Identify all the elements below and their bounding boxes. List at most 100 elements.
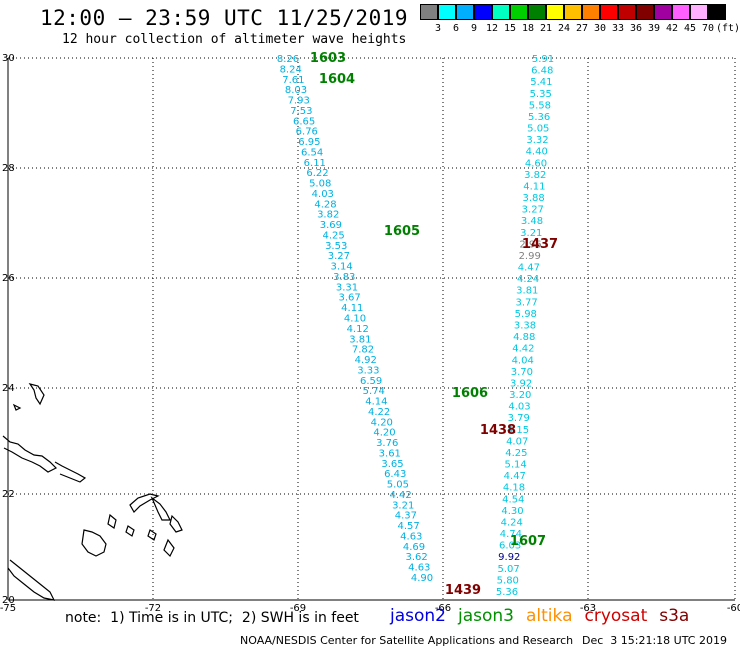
mission-legend-item: jason2 <box>390 606 446 626</box>
wave-height-value: 3.82 <box>317 210 339 221</box>
scale-swatch <box>618 4 636 20</box>
wave-height-value: 3.67 <box>338 293 360 304</box>
scale-swatch <box>420 4 438 20</box>
wave-height-value: 5.35 <box>530 89 552 100</box>
pass-number-label: 1438 <box>480 423 516 438</box>
wave-height-value: 3.48 <box>521 216 543 227</box>
scale-label: 6 <box>452 23 460 34</box>
scale-swatch <box>456 4 474 20</box>
wave-height-value: 6.03 <box>499 541 521 552</box>
scale-swatch <box>546 4 564 20</box>
pass-number-label: 1607 <box>510 534 546 549</box>
wave-height-value: 3.88 <box>522 193 544 204</box>
wave-height-value: 4.88 <box>513 332 535 343</box>
scale-label: 30 <box>593 23 607 34</box>
wave-height-value: 5.74 <box>363 386 385 397</box>
wave-height-value: 4.28 <box>314 199 336 210</box>
page-title: 12:00 – 23:59 UTC 11/25/2019 <box>40 6 409 30</box>
wave-height-value: 4.30 <box>501 506 523 517</box>
pass-number-label: 1603 <box>310 51 346 66</box>
map-frame <box>7 58 735 601</box>
wave-height-value: 3.70 <box>511 367 533 378</box>
wave-height-value: 4.47 <box>504 471 526 482</box>
wave-height-value: 3.27 <box>522 205 544 216</box>
wave-height-value: 5.05 <box>527 124 549 135</box>
wave-height-value: 4.42 <box>389 490 411 501</box>
wave-height-value: 4.25 <box>505 448 527 459</box>
wave-height-value: 4.03 <box>508 402 530 413</box>
pass-number-label: 1437 <box>522 237 558 252</box>
wave-height-value: 4.60 <box>525 158 547 169</box>
mission-legend: jason2 jason3 altika cryosat s3a <box>390 606 701 626</box>
wave-height-value: 4.37 <box>395 511 417 522</box>
wave-height-value: 5.07 <box>497 564 519 575</box>
wave-height-value: 4.42 <box>512 344 534 355</box>
wave-height-value: 4.57 <box>397 521 419 532</box>
wave-height-value: 6.54 <box>301 147 323 158</box>
longitude-label: -63 <box>580 603 596 614</box>
wave-height-value: 3.77 <box>515 297 537 308</box>
wave-height-value: 3.61 <box>379 448 401 459</box>
pass-number-label: 1439 <box>445 583 481 598</box>
axis-labels: 30 28 26 24 22 20-75 -72 -69 -66 -63 -60 <box>0 53 740 614</box>
longitude-label: -60 <box>727 603 740 614</box>
scale-swatch <box>564 4 582 20</box>
mission-legend-item: altika <box>526 606 573 626</box>
scale-label: 3 <box>434 23 442 34</box>
scale-swatch <box>510 4 528 20</box>
wave-height-value: 6.59 <box>360 376 382 387</box>
wave-height-value: 5.05 <box>387 480 409 491</box>
credit-line: NOAA/NESDIS Center for Satellite Applica… <box>240 634 574 647</box>
latitude-label: 22 <box>2 489 15 500</box>
wave-height-value: 5.58 <box>529 100 551 111</box>
coastline <box>2 383 183 601</box>
scale-label: 18 <box>521 23 535 34</box>
wave-height-value: 5.14 <box>504 460 526 471</box>
scale-swatch <box>528 4 546 20</box>
mission-legend-item: s3a <box>659 606 690 626</box>
wave-height-value: 3.81 <box>349 334 371 345</box>
scale-label: 24 <box>557 23 571 34</box>
wave-height-value: 3.21 <box>392 500 414 511</box>
scale-label: 45 <box>683 23 697 34</box>
wave-height-value: 5.36 <box>496 587 518 598</box>
wave-height-value: 6.22 <box>306 168 328 179</box>
wave-height-value: 4.63 <box>400 532 422 543</box>
scale-swatch <box>492 4 510 20</box>
longitude-label: -75 <box>0 603 16 614</box>
latitude-label: 28 <box>2 163 15 174</box>
scale-label: 42 <box>665 23 679 34</box>
wave-height-value: 9.92 <box>498 552 520 563</box>
scale-label: 21 <box>539 23 553 34</box>
wave-height-value: 7.93 <box>288 96 310 107</box>
wave-height-value: 4.14 <box>365 397 387 408</box>
scale-swatch <box>654 4 672 20</box>
wave-height-value: 7.82 <box>352 345 374 356</box>
wave-height-value: 2.96 <box>519 239 541 250</box>
wave-height-value: 4.11 <box>341 303 363 314</box>
longitude-label: -69 <box>290 603 306 614</box>
scale-label: 39 <box>647 23 661 34</box>
mission-legend-item: jason3 <box>458 606 514 626</box>
wave-height-value: 2.99 <box>519 251 541 262</box>
pass-number-label: 1604 <box>319 72 355 87</box>
wave-height-value: 6.95 <box>298 137 320 148</box>
wave-height-value: 6.11 <box>304 158 326 169</box>
latitude-label: 26 <box>2 273 15 284</box>
wave-height-value: 3.14 <box>330 262 352 273</box>
wave-height-value: 4.18 <box>503 483 525 494</box>
wave-height-value: 5.98 <box>515 309 537 320</box>
scale-swatch <box>600 4 618 20</box>
wave-height-value: 8.03 <box>285 85 307 96</box>
wave-height-value: 4.04 <box>512 355 534 366</box>
wave-height-value: 3.62 <box>405 552 427 563</box>
track-labels: 1603 1604 1605 1606 1607 1437 1438 1439 <box>310 51 558 598</box>
wave-height-value: 3.27 <box>328 251 350 262</box>
wave-height-value: 3.53 <box>325 241 347 252</box>
wave-height-value: 5.91 <box>532 54 554 65</box>
wave-height-color-scale: 3 6 9 12 15 18 21 24 27 30 33 36 39 42 45 70 (ft) <box>420 4 740 36</box>
scale-swatch <box>708 4 726 20</box>
wave-height-value: 8.26 <box>277 54 299 65</box>
wave-height-value: 6.65 <box>293 116 315 127</box>
wave-height-value: 4.92 <box>355 355 377 366</box>
